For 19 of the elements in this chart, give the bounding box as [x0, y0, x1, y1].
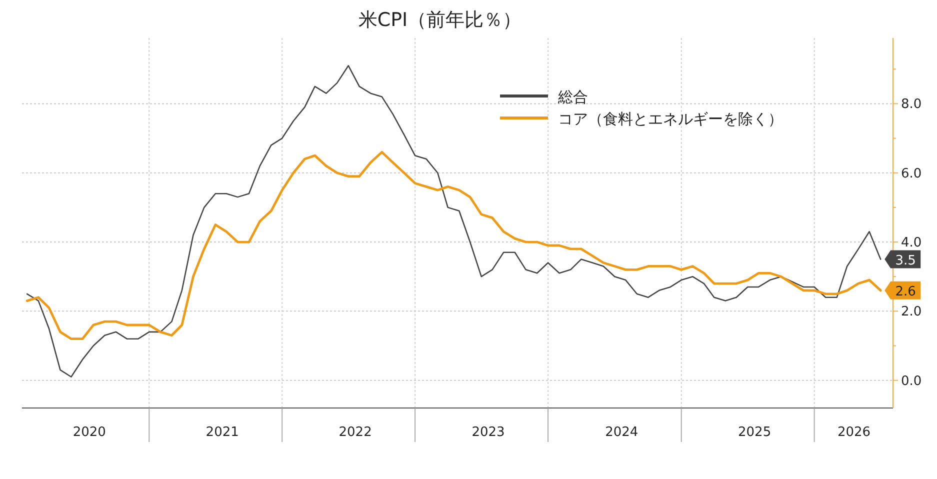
y-tick-label: 2.0 [901, 304, 922, 320]
x-tick-label: 2024 [605, 425, 638, 440]
legend-label: 総合 [557, 88, 588, 106]
y-tick-label: 4.0 [901, 236, 922, 251]
x-tick-label: 2023 [472, 425, 505, 440]
line-series [26, 65, 882, 378]
y-tick-label: 6.0 [901, 166, 922, 182]
chart-title: 米CPI（前年比％） [358, 9, 522, 31]
x-tick-label: 2021 [206, 425, 239, 440]
x-tick-label: 2022 [338, 425, 372, 440]
x-tick-label: 2020 [72, 425, 106, 440]
x-tick-label: 2025 [738, 425, 772, 440]
line-series [26, 150, 882, 340]
data-label: 2.6 [895, 284, 916, 300]
x-tick-label: 2026 [837, 425, 871, 440]
legend-label: コア（食料とエネルギーを除く） [558, 110, 783, 128]
y-tick-label: 8.0 [901, 97, 922, 112]
y-tick-label: 0.0 [901, 374, 922, 389]
data-label: 3.5 [895, 253, 916, 268]
